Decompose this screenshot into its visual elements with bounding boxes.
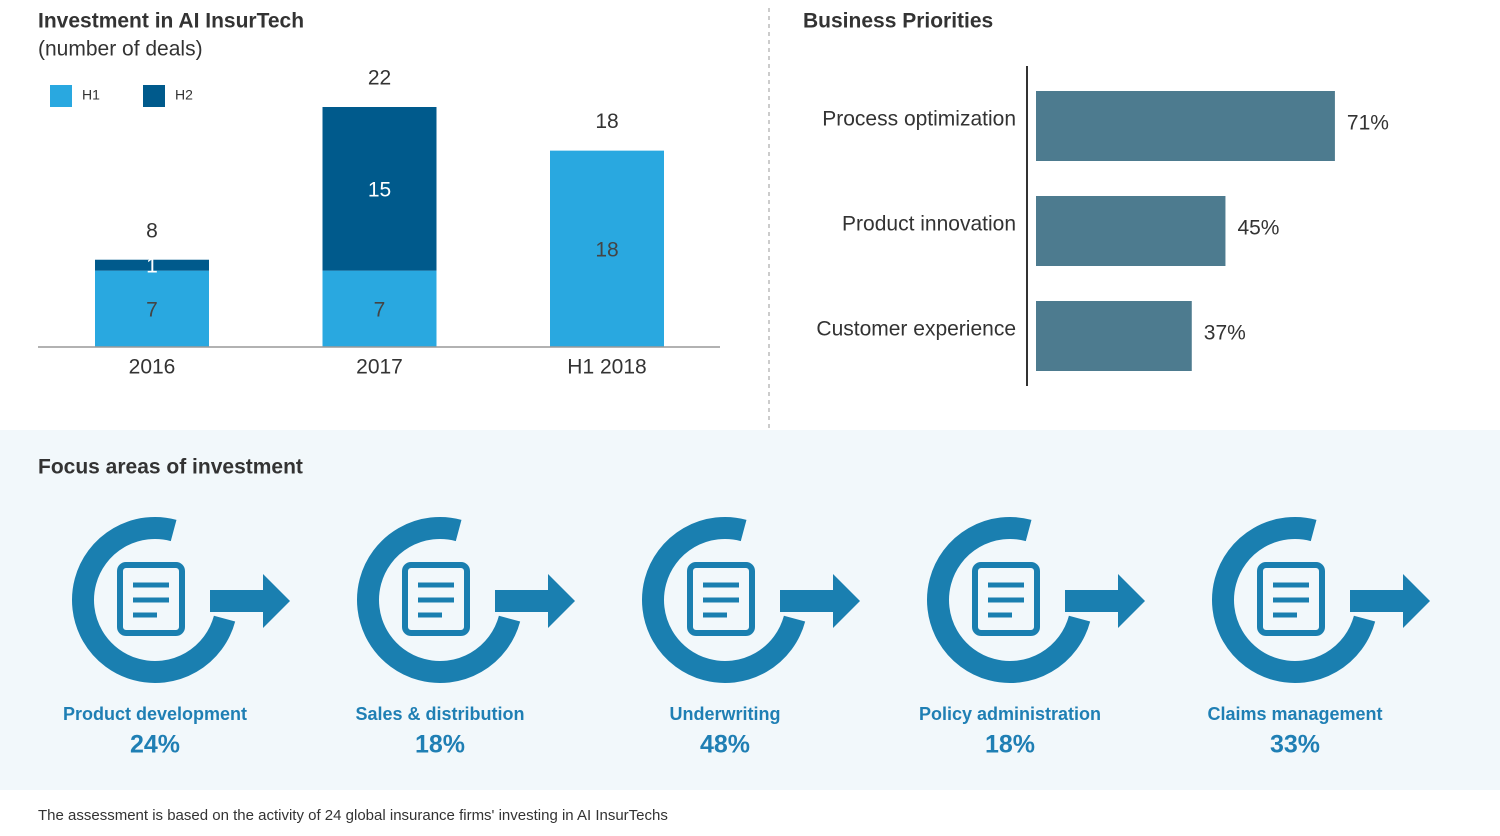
focus-value: 18% [415,731,465,759]
focus-name: Claims management [1207,704,1382,724]
focus-title: Focus areas of investment [38,456,303,479]
focus-arrow-shaft [495,590,550,612]
focus-ring [927,517,1091,683]
footnote: The assessment is based on the activity … [38,807,668,824]
bar-segment [322,107,437,271]
focus-icon [402,562,470,636]
focus-value: 18% [985,731,1035,759]
focus-arrow-head [1403,574,1430,628]
focus-ring [72,517,236,683]
total-label: 8 [146,219,158,242]
x-tick-label: 2017 [356,356,403,379]
focus-icon [117,562,185,636]
bar-segment [95,259,209,271]
segment-label: 1 [146,255,158,278]
segment-label: 15 [368,178,391,201]
focus-arrow-shaft [210,590,265,612]
bar-segment [322,270,437,347]
bar [1036,196,1226,266]
focus-icon [1257,562,1325,636]
total-label: 22 [368,67,391,90]
value-label: 45% [1237,217,1279,240]
legend-swatch [143,85,165,107]
focus-icon [687,562,755,636]
y-tick-label: Customer experience [816,318,1016,341]
y-tick-label: Product innovation [842,213,1016,236]
focus-arrow-head [548,574,575,628]
focus-name: Product development [63,704,247,724]
focus-arrow-shaft [1065,590,1120,612]
y-tick-label: Process optimization [822,108,1016,131]
total-label: 18 [595,110,618,133]
focus-icon [972,562,1040,636]
bar-subtitle: (number of deals) [38,38,203,61]
legend-label: H1 [82,87,100,103]
segment-label: 7 [146,298,158,321]
focus-value: 33% [1270,731,1320,759]
x-tick-label: H1 2018 [567,356,646,379]
focus-ring [1212,517,1376,683]
segment-label: 18 [595,238,618,261]
bar [1036,301,1192,371]
focus-value: 48% [700,731,750,759]
legend-swatch [50,85,72,107]
focus-name: Underwriting [670,704,781,724]
value-label: 71% [1347,112,1389,135]
x-tick-label: 2016 [129,356,176,379]
value-label: 37% [1204,322,1246,345]
bar-title: Investment in AI InsurTech [38,10,304,33]
focus-value: 24% [130,731,180,759]
bar-segment [550,150,664,347]
focus-ring [642,517,806,683]
focus-arrow-shaft [1350,590,1405,612]
focus-ring [357,517,521,683]
focus-name: Sales & distribution [355,704,524,724]
focus-arrow-head [263,574,290,628]
segment-label: 7 [374,298,386,321]
focus-arrow-head [833,574,860,628]
focus-name: Policy administration [919,704,1101,724]
bar [1036,91,1335,161]
legend-label: H2 [175,87,193,103]
focus-arrow-head [1118,574,1145,628]
focus-arrow-shaft [780,590,835,612]
hbar-title: Business Priorities [803,10,993,33]
bar-segment [95,270,209,347]
